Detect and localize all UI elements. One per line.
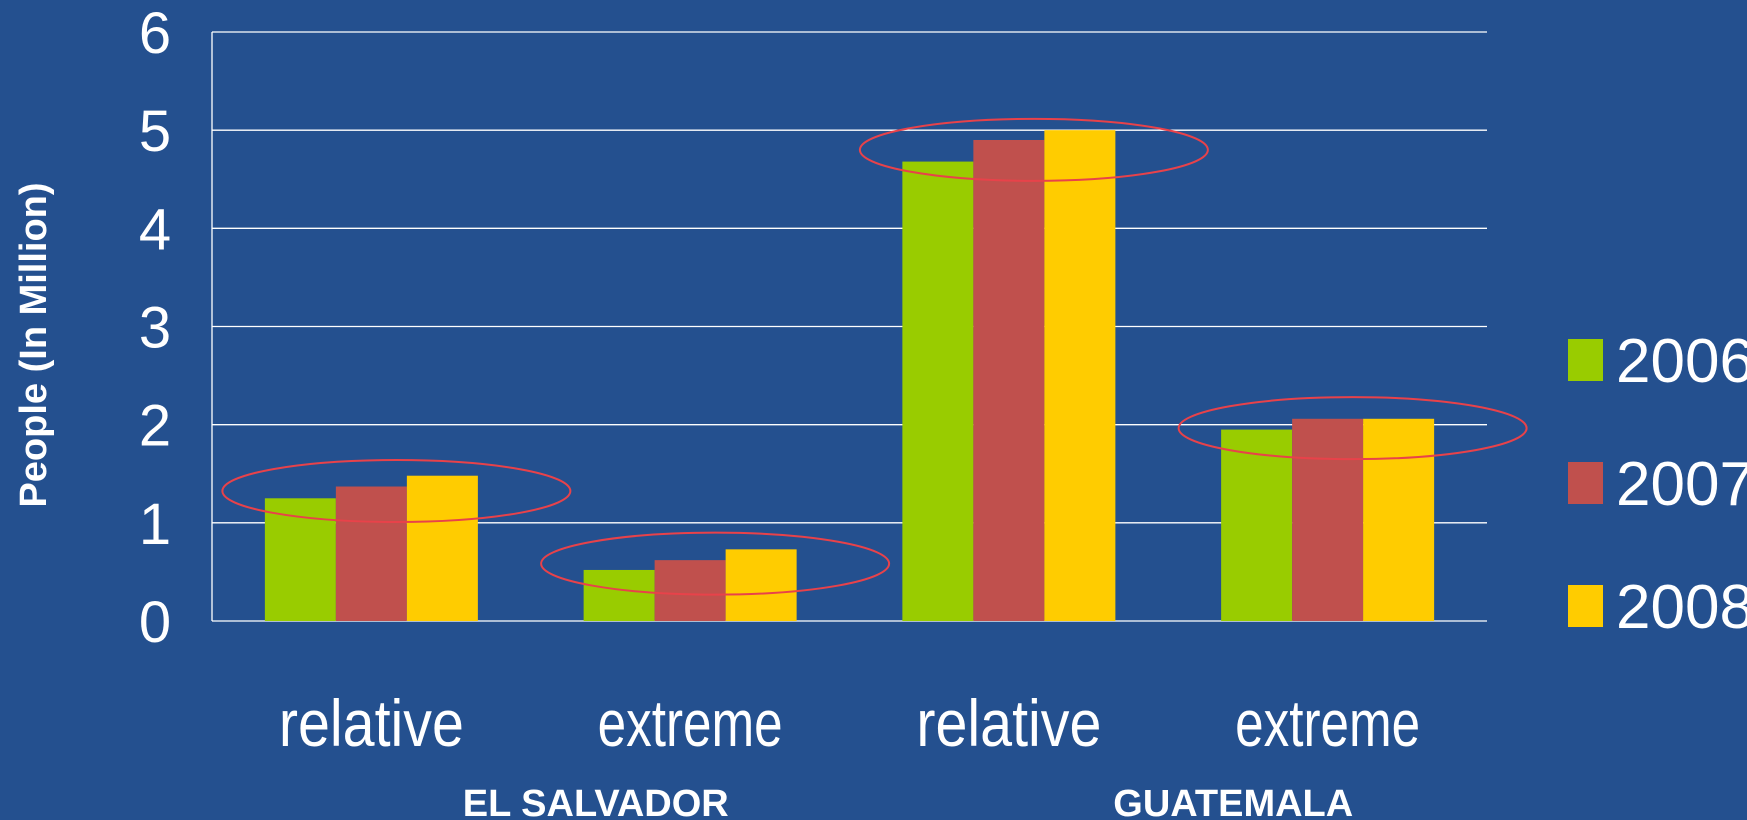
legend-swatch-2006: [1568, 339, 1603, 381]
bar-2006-cat-2: [902, 161, 974, 621]
highlight-ellipse: [1177, 396, 1528, 461]
category-label: relative: [916, 686, 1101, 760]
bar-2006-cat-3: [1221, 429, 1293, 621]
group-label: EL SALVADOR: [463, 783, 729, 820]
bar-2006-cat-1: [583, 569, 655, 621]
bar-2007-cat-2: [973, 139, 1045, 621]
legend-swatch-2008: [1568, 585, 1603, 627]
y-tick-label: 6: [139, 1, 171, 66]
y-axis-label: People (In Million): [13, 182, 55, 507]
y-tick-label: 2: [139, 394, 171, 459]
bar-2008-cat-3: [1363, 418, 1435, 621]
legend-label: 2008: [1616, 573, 1747, 642]
y-tick-label: 3: [139, 296, 171, 361]
bar-2007-cat-1: [654, 560, 726, 621]
legend: 2006 2007 2008: [1568, 327, 1747, 642]
highlight-ellipse: [858, 117, 1209, 182]
highlight-ellipse: [540, 531, 891, 596]
category-labels: relative extreme relative extreme: [279, 686, 1420, 760]
category-label: relative: [279, 686, 464, 760]
bar-2007-cat-0: [335, 486, 407, 621]
bars: [264, 130, 1435, 621]
highlight-ellipse: [221, 459, 572, 524]
y-tick-label: 4: [139, 197, 171, 262]
bar-2007-cat-3: [1292, 418, 1364, 621]
y-tick-label: 5: [139, 99, 171, 164]
y-tick-label: 0: [139, 590, 171, 655]
category-label: extreme: [598, 686, 783, 760]
group-label: GUATEMALA: [1113, 783, 1353, 820]
bar-2008-cat-2: [1044, 130, 1116, 621]
legend-label: 2006: [1616, 327, 1747, 396]
legend-swatch-2007: [1568, 462, 1603, 504]
bar-2008-cat-1: [725, 549, 797, 621]
y-axis-ticks: 0 1 2 3 4 5 6: [139, 1, 171, 655]
y-tick-label: 1: [139, 492, 171, 557]
category-label: extreme: [1235, 686, 1420, 760]
bar-2008-cat-0: [406, 475, 478, 621]
highlight-ellipses: [221, 117, 1528, 596]
group-labels: EL SALVADOR GUATEMALA: [463, 783, 1353, 820]
legend-label: 2007: [1616, 450, 1747, 519]
